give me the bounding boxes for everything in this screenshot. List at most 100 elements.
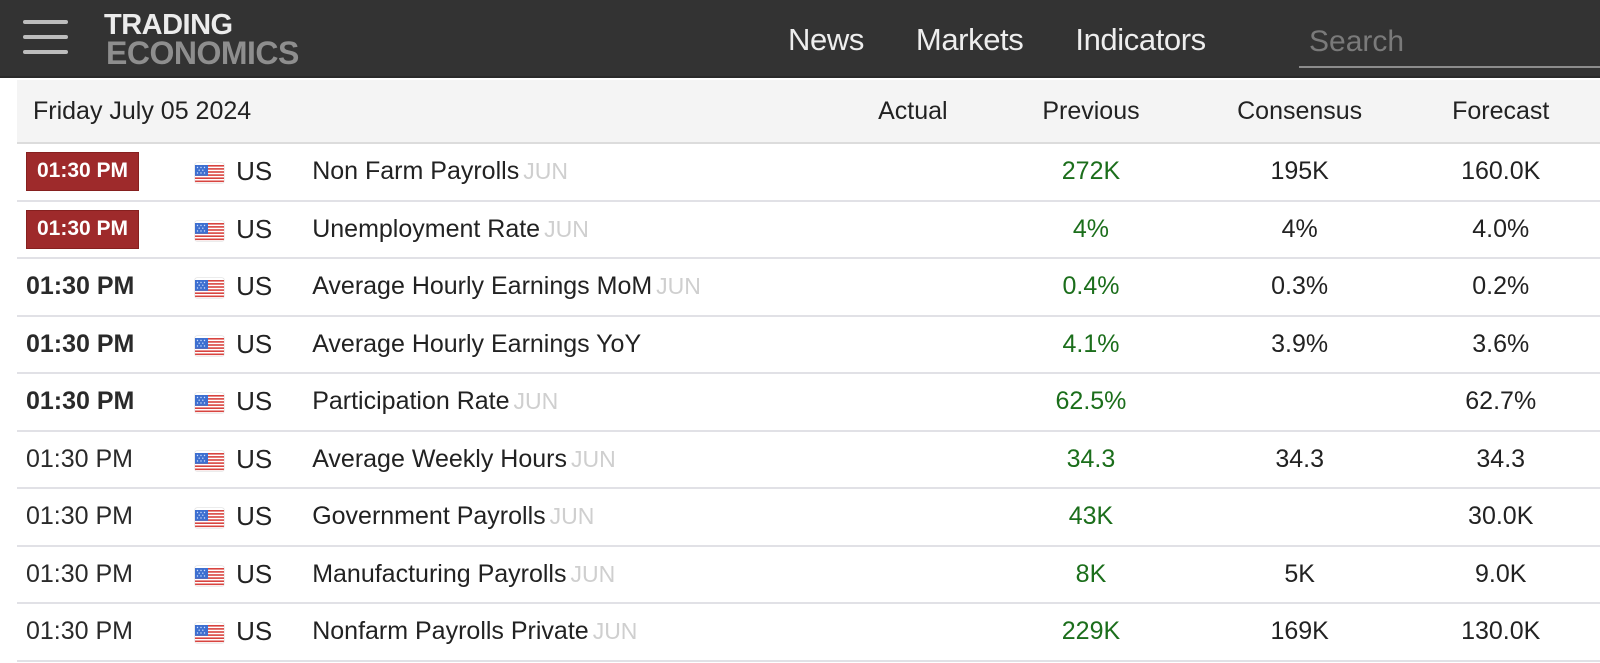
actual-value [842,258,985,316]
actual-value [842,316,985,374]
time-cell: 01:30 PM [17,258,195,316]
time-cell: 01:30 PM [17,201,195,259]
event-time: 01:30 PM [26,559,134,588]
country-code: US [236,386,273,417]
country-code: US [236,558,273,589]
time-cell: 01:30 PM [17,373,195,431]
country-code: US [236,213,273,244]
event-time: 01:30 PM [26,152,140,192]
event-time: 01:30 PM [26,502,134,531]
reference-period: JUN [544,215,589,242]
event-cell: Nonfarm Payrolls Private JUN [312,603,841,661]
logo-line-2: ECONOMICS [106,35,299,71]
table-row[interactable]: 01:30 PM US Average Weekly Hours JUN 34.3… [17,431,1600,489]
country-code: US [236,501,273,532]
actual-value [842,373,985,431]
event-name-link[interactable]: Nonfarm Payrolls Private [312,617,589,646]
actual-value [842,488,985,546]
table-row[interactable]: 01:30 PM US Government Payrolls JUN 43K 3… [17,488,1600,546]
us-flag-icon [195,221,225,241]
column-header-actual[interactable]: Actual [878,96,948,125]
country-code: US [236,156,273,187]
event-name-link[interactable]: Average Hourly Earnings MoM [312,272,653,301]
reference-period: JUN [549,503,595,530]
previous-value: 0.4% [1062,272,1120,301]
top-navbar: TRADING ECONOMICS News Markets Indicator… [0,0,1600,78]
reference-period: JUN [513,388,559,415]
country-cell: US [195,603,312,661]
table-row[interactable]: 01:30 PM US Participation Rate JUN 62.5% … [17,373,1600,431]
consensus-value: 3.9% [1271,329,1329,358]
country-code: US [236,271,273,302]
column-header-forecast[interactable]: Forecast [1452,96,1550,125]
event-name-link[interactable]: Average Weekly Hours [312,444,567,473]
country-cell: US [195,316,312,374]
event-cell: Average Hourly Earnings YoY [312,316,841,374]
event-name-link[interactable]: Government Payrolls [312,502,546,531]
reference-period: JUN [523,158,568,185]
economic-calendar-table: Friday July 05 2024 Actual Previous Cons… [17,80,1600,662]
forecast-value: 160.0K [1461,157,1541,186]
event-time: 01:30 PM [26,387,135,416]
country-code: US [236,616,273,647]
hamburger-menu-icon[interactable] [23,19,68,55]
nav-link-indicators[interactable]: Indicators [1075,22,1206,57]
table-row[interactable]: 01:30 PM US Manufacturing Payrolls JUN 8K… [17,546,1600,604]
previous-value: 43K [1068,502,1114,531]
table-row[interactable]: 01:30 PM US Average Hourly Earnings MoM J… [17,258,1600,316]
event-name-link[interactable]: Non Farm Payrolls [312,157,520,186]
consensus-value: 4% [1281,214,1318,243]
consensus-value: 195K [1270,157,1329,186]
previous-value: 8K [1075,559,1107,588]
actual-value [842,546,985,604]
country-cell: US [195,546,312,604]
country-code: US [236,443,273,474]
time-cell: 01:30 PM [17,431,195,489]
nav-link-news[interactable]: News [788,22,864,57]
country-cell: US [195,201,312,259]
actual-value [842,431,985,489]
logo[interactable]: TRADING ECONOMICS [104,9,299,71]
event-cell: Participation Rate JUN [312,373,841,431]
country-cell: US [195,431,312,489]
country-cell: US [195,373,312,431]
table-row[interactable]: 01:30 PM US Nonfarm Payrolls Private JUN … [17,603,1600,661]
consensus-value [1198,373,1402,431]
event-cell: Manufacturing Payrolls JUN [312,546,841,604]
us-flag-icon [195,163,225,184]
nav-links: News Markets Indicators [788,22,1258,58]
previous-value: 34.3 [1066,444,1116,473]
column-header-previous[interactable]: Previous [1042,96,1140,125]
reference-period: JUN [570,560,616,587]
us-flag-icon [195,566,225,586]
previous-value: 272K [1061,157,1121,186]
consensus-value [1198,488,1402,546]
table-row[interactable]: 01:30 PM US Non Farm Payrolls JUN 272K 19… [17,143,1600,201]
search-input[interactable] [1299,18,1600,68]
time-cell: 01:30 PM [17,603,195,661]
table-row[interactable]: 01:30 PM US Unemployment Rate JUN 4% 4% 4… [17,201,1600,259]
time-cell: 01:30 PM [17,316,195,374]
event-cell: Non Farm Payrolls JUN [312,143,841,201]
us-flag-icon [195,508,225,529]
consensus-value: 169K [1270,617,1329,646]
event-name-link[interactable]: Manufacturing Payrolls [312,559,567,588]
event-name-link[interactable]: Average Hourly Earnings YoY [312,329,642,358]
country-cell: US [195,488,312,546]
nav-link-markets[interactable]: Markets [915,22,1024,57]
event-name-link[interactable]: Participation Rate [312,387,510,416]
previous-value: 4% [1072,214,1110,243]
time-cell: 01:30 PM [17,546,195,604]
event-time: 01:30 PM [26,272,135,301]
reference-period: JUN [656,273,701,300]
forecast-value: 9.0K [1475,559,1527,588]
forecast-value: 130.0K [1461,617,1541,646]
table-row[interactable]: 01:30 PM US Average Hourly Earnings YoY … [17,316,1600,374]
reference-period: JUN [592,618,638,645]
actual-value [842,201,985,259]
column-header-consensus[interactable]: Consensus [1237,96,1363,125]
event-name-link[interactable]: Unemployment Rate [312,214,541,243]
event-time: 01:30 PM [26,617,134,646]
logo-line-1: TRADING [104,9,233,41]
actual-value [842,143,985,201]
